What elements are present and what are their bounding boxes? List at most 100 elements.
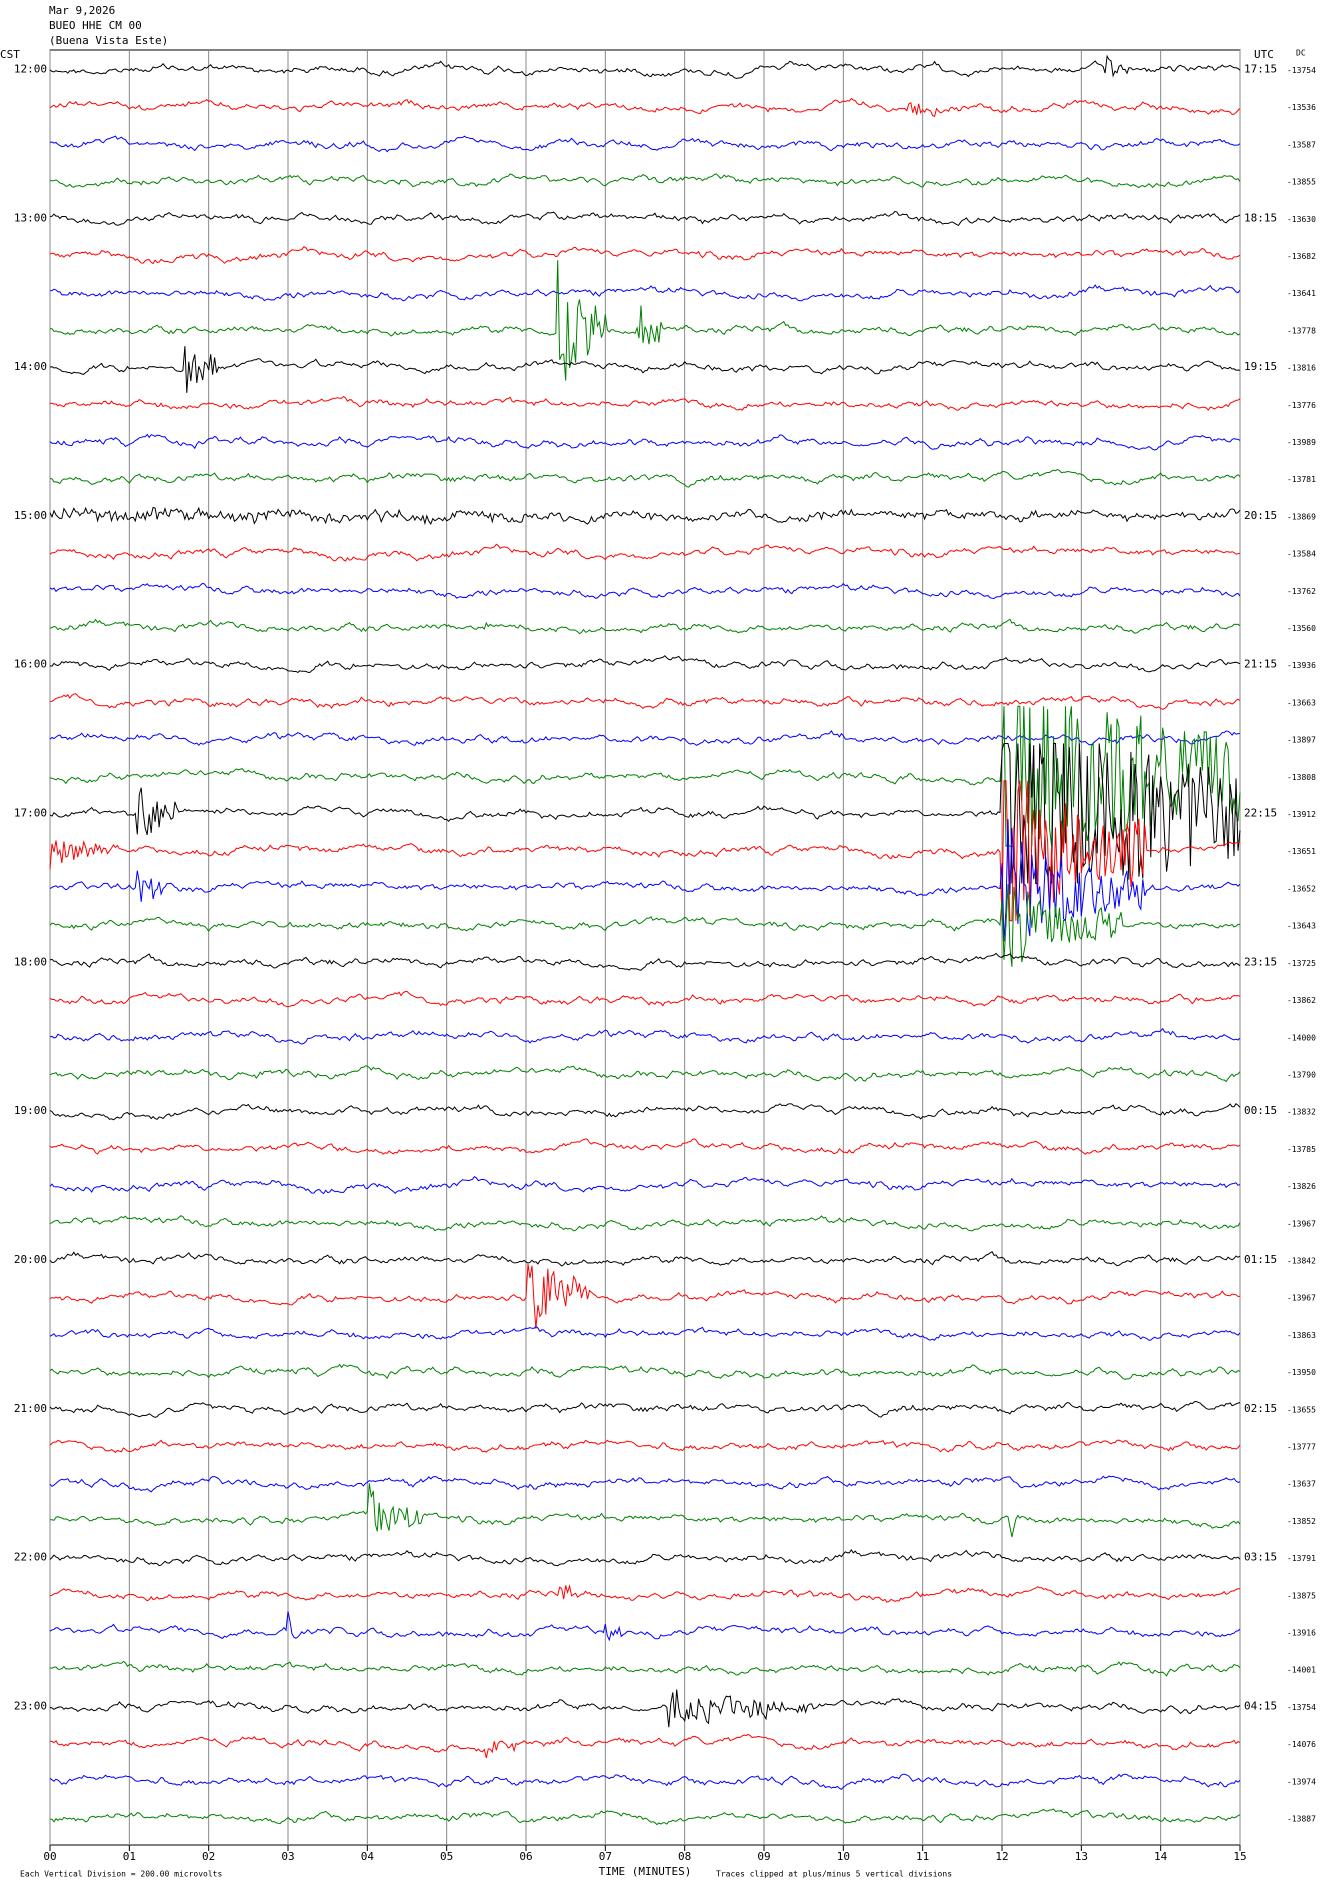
station: BUEO HHE CM 00 [49, 19, 142, 32]
trace [49, 1549, 1241, 1567]
dc-value: -13974 [1287, 1777, 1316, 1786]
dc-value: -13754 [1287, 66, 1316, 75]
cst-time-label: 13:00 [14, 211, 47, 224]
cst-time-label: 20:00 [14, 1253, 47, 1266]
x-tick-label: 01 [123, 1850, 136, 1863]
trace [49, 1584, 1241, 1603]
x-tick-label: 04 [361, 1850, 375, 1863]
trace [49, 1733, 1241, 1759]
utc-time-label: 23:15 [1244, 955, 1277, 968]
dc-value: -13989 [1287, 438, 1316, 447]
trace [49, 1363, 1241, 1380]
x-tick-label: 05 [440, 1850, 453, 1863]
trace [49, 1102, 1241, 1121]
dc-value: -13791 [1287, 1554, 1316, 1563]
cst-time-label: 17:00 [14, 807, 47, 820]
trace [49, 543, 1241, 562]
cst-time-label: 18:00 [14, 955, 47, 968]
x-tick-label: 03 [281, 1850, 294, 1863]
dc-value: -13630 [1287, 215, 1316, 224]
utc-time-label: 17:15 [1244, 63, 1277, 76]
trace [49, 952, 1241, 971]
utc-time-label: 22:15 [1244, 807, 1277, 820]
dc-value: -13863 [1287, 1331, 1316, 1340]
dc-value: -13536 [1287, 103, 1316, 112]
plot-frame [49, 49, 1241, 1846]
utc-time-label: 00:15 [1244, 1104, 1277, 1117]
cst-time-label: 12:00 [14, 63, 47, 76]
dc-value: -13663 [1287, 698, 1316, 707]
trace [49, 395, 1241, 411]
trace [49, 506, 1241, 526]
cst-time-label: 14:00 [14, 360, 47, 373]
dc-value: -13862 [1287, 996, 1316, 1005]
trace [49, 1027, 1241, 1045]
dc-value: -13950 [1287, 1368, 1316, 1377]
trace [49, 693, 1241, 710]
dc-value: -13587 [1287, 140, 1316, 149]
dc-value: -13842 [1287, 1256, 1316, 1265]
trace [49, 210, 1241, 227]
x-tick-label: 14 [1154, 1850, 1168, 1863]
dc-value: -13776 [1287, 401, 1316, 410]
trace [49, 54, 1241, 79]
trace [49, 655, 1241, 674]
utc-time-label: 18:15 [1244, 211, 1277, 224]
trace [49, 884, 1241, 967]
dc-value: -13936 [1287, 661, 1316, 670]
trace [49, 346, 1241, 393]
dc-value: -13887 [1287, 1815, 1316, 1824]
dc-value: -13652 [1287, 884, 1316, 893]
dc-value: -13869 [1287, 512, 1316, 521]
dc-value: -13777 [1287, 1442, 1316, 1451]
utc-time-label: 03:15 [1244, 1551, 1277, 1564]
trace [49, 730, 1241, 747]
cst-time-label: 19:00 [14, 1104, 47, 1117]
dc-value: -13641 [1287, 289, 1316, 298]
trace [49, 135, 1241, 153]
dc-value: -13682 [1287, 252, 1316, 261]
trace [49, 780, 1241, 922]
x-axis-title: TIME (MINUTES) [599, 1865, 692, 1878]
dc-value: -13967 [1287, 1294, 1316, 1303]
dc-value: -13852 [1287, 1517, 1316, 1526]
dc-value: -13967 [1287, 1219, 1316, 1228]
cst-label: CST [0, 48, 20, 61]
dc-value: -13897 [1287, 736, 1316, 745]
dc-value: -13832 [1287, 1108, 1316, 1117]
dc-value: -13790 [1287, 1070, 1316, 1079]
utc-time-label: 02:15 [1244, 1402, 1277, 1415]
utc-time-label: 01:15 [1244, 1253, 1277, 1266]
cst-time-label: 15:00 [14, 509, 47, 522]
dc-value: -13781 [1287, 475, 1316, 484]
utc-time-label: 04:15 [1244, 1699, 1277, 1712]
trace [49, 1065, 1241, 1083]
trace [50, 1483, 1241, 1538]
trace [49, 1263, 1241, 1329]
dc-label: DC [1296, 49, 1306, 58]
dc-value: -14001 [1287, 1666, 1316, 1675]
cst-time-label: 16:00 [14, 658, 47, 671]
trace [49, 1400, 1241, 1418]
utc-label: UTC [1254, 48, 1274, 61]
dc-value: -13643 [1287, 922, 1316, 931]
cst-time-label: 21:00 [14, 1402, 47, 1415]
dc-value: -13875 [1287, 1591, 1316, 1600]
trace [49, 1773, 1241, 1791]
trace [49, 1611, 1241, 1642]
trace [49, 1138, 1241, 1155]
scale-note: Each Vertical Division = 200.00 microvol… [20, 1870, 222, 1879]
trace [49, 1439, 1241, 1454]
trace [49, 284, 1241, 302]
dc-value: -13637 [1287, 1480, 1316, 1489]
x-tick-label: 06 [519, 1850, 532, 1863]
dc-value: -13778 [1287, 326, 1316, 335]
trace [50, 260, 1241, 381]
x-tick-label: 15 [1233, 1850, 1246, 1863]
trace [49, 1251, 1241, 1267]
cst-time-label: 23:00 [14, 1699, 47, 1712]
trace [49, 1176, 1241, 1195]
cst-time-label: 22:00 [14, 1551, 47, 1564]
